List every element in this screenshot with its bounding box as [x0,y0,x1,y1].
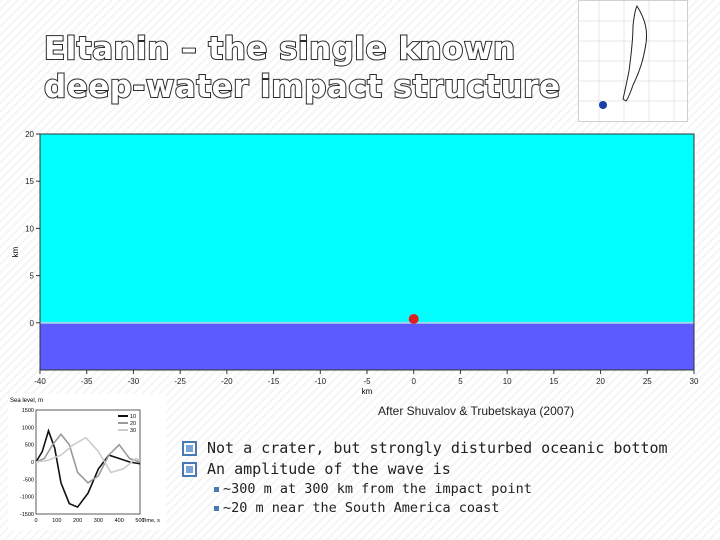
x-tick-label: -10 [315,377,327,386]
inset-map [578,0,688,122]
y-axis-label: Sea level, m [10,398,43,404]
series-line-20 [35,432,141,484]
x-tick-label: 400 [115,518,124,524]
square-bullet-icon [214,506,219,511]
y-tick-label: -500 [23,477,34,483]
y-tick-label: 1000 [22,425,34,431]
x-tick-label: -30 [128,377,140,386]
x-tick-label: 5 [458,377,463,386]
slide-title: Eltanin – the single known deep-water im… [43,30,561,106]
layer-band [40,134,694,323]
sub-bullet-item: ~300 m at 300 km from the impact point [214,480,712,499]
series-line-10 [35,428,141,509]
x-tick-label: 300 [94,518,103,524]
series-line-30 [35,436,141,474]
cross-section-chart: -40 -35 -30 -25 -20 -15 -10 -5 0 5 10 15 20 25 30 0 5 10 1… [11,130,699,394]
x-tick-label: -40 [34,377,46,386]
sub-bullet-item: ~20 m near the South America coast [214,499,712,518]
x-axis-label: Time, s [142,518,160,524]
x-tick-label: -15 [268,377,280,386]
x-tick-label: 30 [690,377,699,386]
x-tick-label: 100 [52,518,61,524]
x-tick-label: 200 [73,518,82,524]
bullet-text: An amplitude of the wave is [207,460,451,478]
y-tick-label: -1000 [20,495,34,501]
x-tick-label: 0 [411,377,416,386]
y-tick-label: 5 [30,272,35,281]
y-axis-label: km [11,246,20,257]
y-tick-label: 0 [30,319,35,328]
y-tick-label: 0 [31,460,34,466]
x-tick-label: -25 [174,377,186,386]
legend-label: 10 [130,414,136,420]
x-tick-label: -20 [221,377,233,386]
figure-caption: After Shuvalov & Trubetskaya (2007) [378,404,575,418]
y-tick-label: 10 [25,224,34,233]
bullet-list: Not a crater, but strongly disturbed oce… [182,438,712,518]
x-tick-label: -35 [81,377,93,386]
checkbox-bullet-icon [182,441,197,456]
bullet-item: An amplitude of the wave is [182,459,712,480]
layer-band [40,322,694,370]
impact-point-marker [408,314,419,325]
legend-label: 20 [130,421,136,427]
square-bullet-icon [214,487,219,492]
x-tick-label: 20 [596,377,605,386]
x-tick-label: 500 [135,518,144,524]
x-tick-label: -5 [363,377,371,386]
y-tick-label: 20 [25,130,34,139]
bullet-item: Not a crater, but strongly disturbed oce… [182,438,712,459]
x-tick-label: 25 [643,377,652,386]
x-tick-label: 0 [34,518,37,524]
x-tick-label: 15 [549,377,558,386]
bullet-text: Not a crater, but strongly disturbed oce… [207,439,668,457]
legend-label: 30 [130,428,136,434]
y-tick-label: -1500 [20,512,34,518]
y-tick-label: 500 [25,443,34,449]
x-axis-label: km [362,387,373,394]
x-tick-label: 10 [503,377,512,386]
sub-bullet-text: ~300 m at 300 km from the impact point [223,481,532,497]
y-tick-label: 15 [25,177,34,186]
impact-site-marker [599,101,607,109]
plot-frame [35,409,141,515]
checkbox-bullet-icon [182,462,197,477]
y-tick-label: 1500 [22,408,34,414]
sub-bullet-text: ~20 m near the South America coast [223,500,500,516]
